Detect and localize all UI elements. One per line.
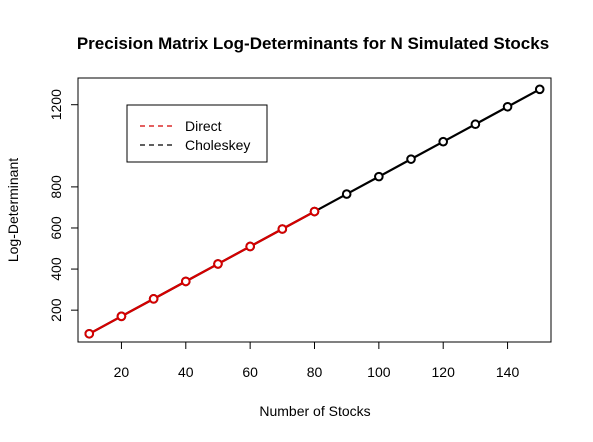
x-tick-label: 140 xyxy=(496,364,520,380)
data-point xyxy=(277,224,288,234)
data-point xyxy=(374,171,384,182)
data-point xyxy=(84,328,95,339)
y-tick-label: 800 xyxy=(48,175,64,199)
data-point xyxy=(148,294,159,304)
series-line xyxy=(88,210,316,335)
x-tick-label: 100 xyxy=(367,364,391,380)
y-axis-label: Log-Determinant xyxy=(5,158,21,262)
x-axis: 20 40 60 80 100 120 140 xyxy=(114,341,520,380)
x-tick-label: 60 xyxy=(242,364,258,380)
data-point xyxy=(116,311,127,322)
x-tick-label: 120 xyxy=(432,364,456,380)
x-tick-label: 20 xyxy=(114,364,130,380)
legend-label-direct: Direct xyxy=(185,118,222,134)
y-tick-label: 1200 xyxy=(48,89,64,120)
y-tick-label: 400 xyxy=(48,257,64,281)
legend-label-choleskey: Choleskey xyxy=(185,137,250,153)
data-point xyxy=(309,206,320,217)
y-tick-label: 200 xyxy=(48,298,64,322)
y-axis: 200 400 600 800 1200 xyxy=(48,89,79,322)
legend-box xyxy=(126,104,268,163)
series-direct xyxy=(84,206,320,339)
y-tick-label: 600 xyxy=(48,216,64,240)
data-point xyxy=(438,136,449,147)
data-point xyxy=(213,259,223,269)
data-point xyxy=(245,241,255,252)
x-tick-label: 40 xyxy=(178,364,194,380)
data-point xyxy=(470,119,481,130)
data-point xyxy=(534,84,545,95)
data-point xyxy=(502,101,513,112)
chart-title: Precision Matrix Log-Determinants for N … xyxy=(77,34,549,53)
data-point xyxy=(406,154,416,164)
x-axis-label: Number of Stocks xyxy=(259,403,370,419)
series-layer xyxy=(84,84,545,339)
legend: Direct Choleskey xyxy=(126,104,268,163)
data-point xyxy=(341,189,352,199)
data-point xyxy=(180,276,191,287)
x-tick-label: 80 xyxy=(307,364,323,380)
